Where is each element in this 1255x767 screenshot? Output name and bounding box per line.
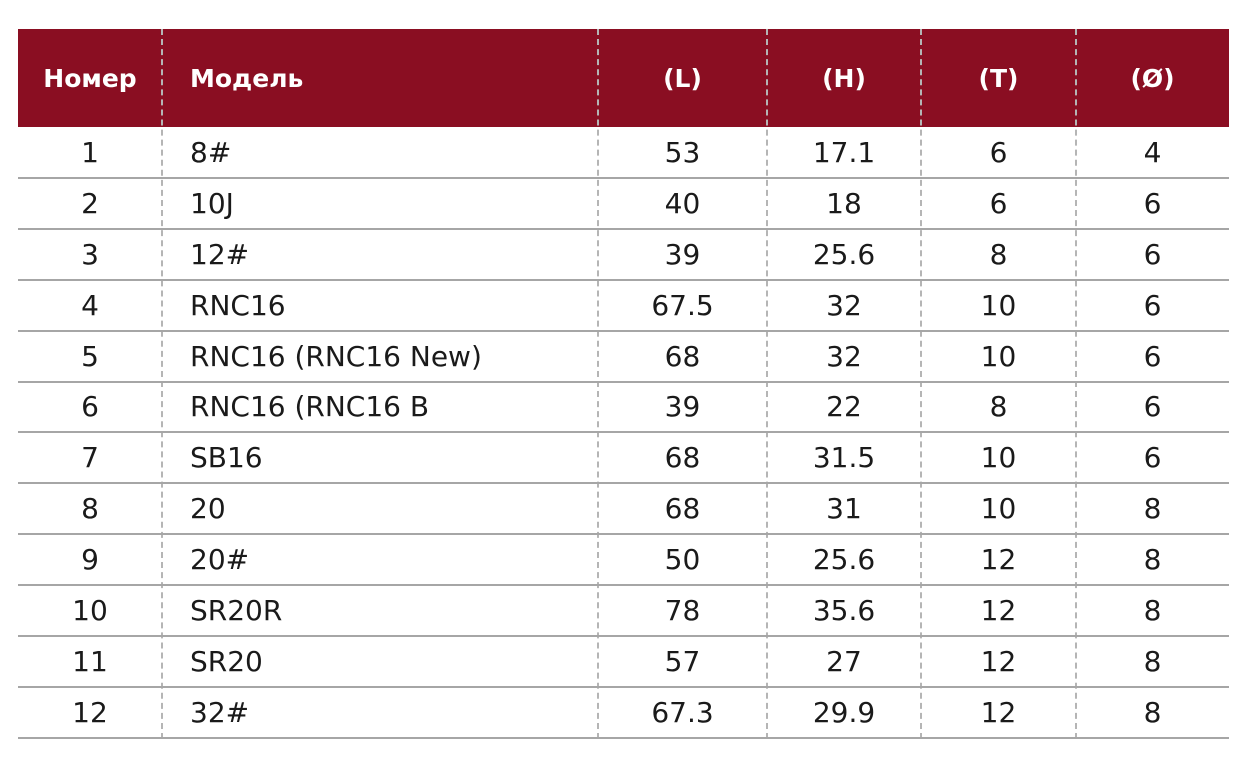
value-cell: 2 xyxy=(81,186,99,220)
value-cell: 6 xyxy=(989,186,1008,220)
value-cell: 5 xyxy=(81,339,99,373)
model-cell: SR20R xyxy=(190,594,283,628)
model-cell: 12# xyxy=(190,237,250,271)
value-cell: 40 xyxy=(664,186,701,220)
value-cell: 12 xyxy=(980,644,1017,678)
row-divider xyxy=(18,278,1229,281)
value-cell: 35.6 xyxy=(812,594,876,628)
value-cell: 78 xyxy=(664,594,701,628)
header-cell: (T) xyxy=(978,63,1019,93)
column-divider xyxy=(766,29,768,739)
header-cell: (H) xyxy=(822,63,866,93)
row-divider xyxy=(18,736,1229,739)
value-cell: 1 xyxy=(81,135,99,169)
model-cell: SR20 xyxy=(190,644,263,678)
value-cell: 6 xyxy=(1143,339,1162,373)
value-cell: 8 xyxy=(989,390,1008,424)
row-divider xyxy=(18,635,1229,637)
value-cell: 10 xyxy=(980,288,1017,322)
value-cell: 6 xyxy=(1143,186,1162,220)
value-cell: 6 xyxy=(1143,390,1162,424)
row-divider xyxy=(18,176,1229,179)
model-cell: RNC16 xyxy=(190,288,286,322)
header-row xyxy=(18,29,1229,127)
column-divider xyxy=(161,29,163,739)
model-cell: SB16 xyxy=(190,441,263,475)
header-cell: Номер xyxy=(43,63,137,93)
value-cell: 39 xyxy=(664,390,701,424)
value-cell: 25.6 xyxy=(812,543,876,577)
value-cell: 6 xyxy=(1143,237,1162,271)
value-cell: 10 xyxy=(72,594,108,628)
value-cell: 8 xyxy=(1143,492,1162,526)
value-cell: 7 xyxy=(81,441,99,475)
value-cell: 8 xyxy=(989,237,1008,271)
value-cell: 10 xyxy=(980,339,1017,373)
value-cell: 25.6 xyxy=(812,237,876,271)
value-cell: 68 xyxy=(664,441,701,475)
value-cell: 67.5 xyxy=(651,288,714,322)
header-cell: (Ø) xyxy=(1130,63,1175,93)
value-cell: 8 xyxy=(1143,695,1162,729)
value-cell: 8 xyxy=(81,492,99,526)
value-cell: 57 xyxy=(664,644,701,678)
row-divider xyxy=(18,329,1229,332)
column-divider xyxy=(920,29,922,739)
value-cell: 12 xyxy=(980,594,1017,628)
value-cell: 50 xyxy=(664,543,701,577)
value-cell: 12 xyxy=(980,543,1017,577)
value-cell: 9 xyxy=(81,543,99,577)
value-cell: 12 xyxy=(980,695,1017,729)
row-divider xyxy=(18,533,1229,536)
value-cell: 18 xyxy=(826,186,862,220)
value-cell: 10 xyxy=(980,492,1017,526)
value-cell: 12 xyxy=(72,695,108,729)
header-cell: (L) xyxy=(663,63,702,93)
row-divider xyxy=(18,431,1229,434)
value-cell: 31.5 xyxy=(812,441,876,475)
value-cell: 6 xyxy=(1143,441,1162,475)
value-cell: 3 xyxy=(81,237,99,271)
value-cell: 4 xyxy=(81,288,99,322)
model-cell: 20 xyxy=(190,492,226,526)
header-cell: Модель xyxy=(190,63,304,93)
value-cell: 4 xyxy=(1143,135,1162,169)
row-divider xyxy=(18,380,1229,383)
value-cell: 6 xyxy=(989,135,1008,169)
model-cell: RNC16 (RNC16 B xyxy=(190,390,430,424)
value-cell: 39 xyxy=(664,237,701,271)
value-cell: 31 xyxy=(826,492,862,526)
value-cell: 22 xyxy=(826,390,862,424)
column-divider xyxy=(597,29,599,739)
model-cell: 32# xyxy=(190,695,250,729)
value-cell: 32 xyxy=(826,288,862,322)
row-divider xyxy=(18,227,1229,230)
value-cell: 68 xyxy=(664,339,701,373)
value-cell: 8 xyxy=(1143,594,1162,628)
model-cell: RNC16 (RNC16 New) xyxy=(190,339,482,373)
value-cell: 6 xyxy=(1143,288,1162,322)
model-cell: 10J xyxy=(190,186,234,220)
value-cell: 32 xyxy=(826,339,862,373)
value-cell: 11 xyxy=(72,644,108,678)
value-cell: 10 xyxy=(980,441,1017,475)
value-cell: 68 xyxy=(664,492,701,526)
value-cell: 53 xyxy=(664,135,701,169)
value-cell: 17.1 xyxy=(812,135,876,169)
value-cell: 27 xyxy=(826,644,862,678)
row-divider xyxy=(18,685,1229,688)
model-cell: 8# xyxy=(190,135,232,169)
row-divider xyxy=(18,482,1229,485)
value-cell: 8 xyxy=(1143,644,1162,678)
value-cell: 8 xyxy=(1143,543,1162,577)
model-cell: 20# xyxy=(190,543,250,577)
value-cell: 29.9 xyxy=(812,695,876,729)
value-cell: 6 xyxy=(81,390,99,424)
value-cell: 67.3 xyxy=(651,695,714,729)
column-divider xyxy=(1075,29,1077,739)
row-divider xyxy=(18,584,1229,587)
